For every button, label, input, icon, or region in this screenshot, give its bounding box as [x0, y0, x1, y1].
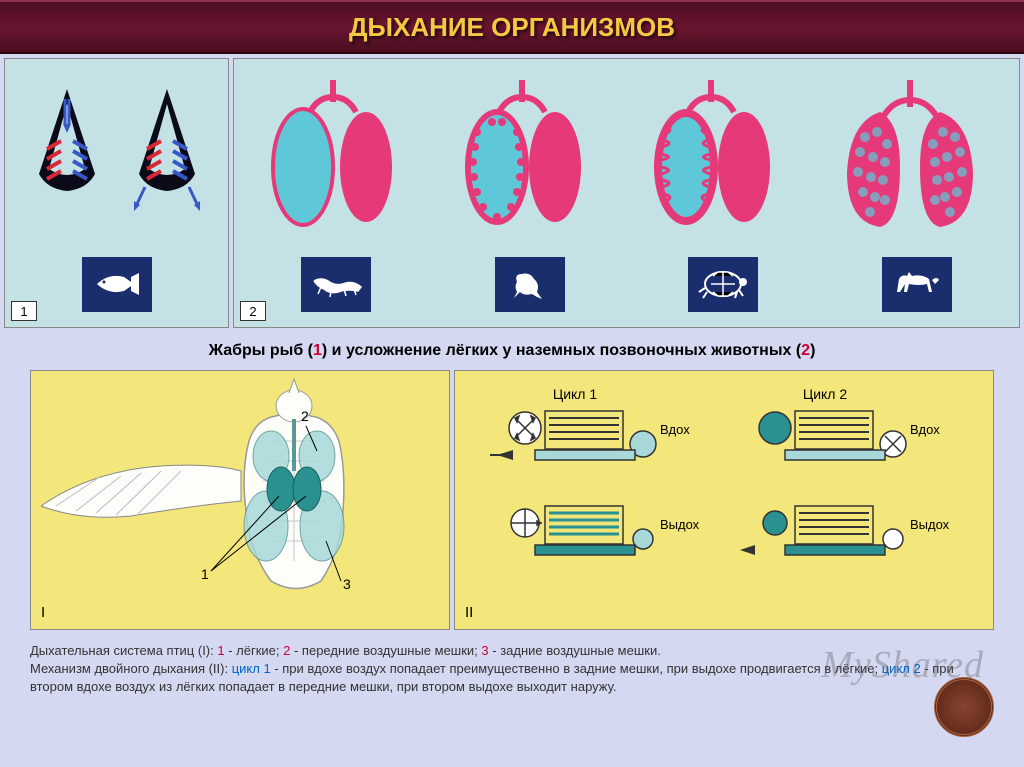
- d1d: - задние воздушные мешки.: [492, 643, 661, 658]
- sub-r2: 2: [801, 342, 810, 359]
- svg-text:Цикл 1: Цикл 1: [553, 386, 598, 402]
- d1b: - лёгкие;: [228, 643, 283, 658]
- svg-text:Выдох: Выдох: [660, 517, 700, 532]
- cycles-svg: Цикл 1 Вдох Выдох: [455, 371, 975, 621]
- fish-gills-svg: [12, 69, 222, 249]
- animal-icons-row: [234, 249, 1019, 319]
- lungs-salamander: [258, 72, 408, 247]
- breathing-cycles-panel: Цикл 1 Вдох Выдох: [454, 370, 994, 630]
- fish-icon: [82, 257, 152, 312]
- dn3: 3: [481, 643, 488, 658]
- top-diagram-row: 1: [0, 54, 1024, 332]
- bird-anatomy-panel: 1 2 3 I: [30, 370, 450, 630]
- lungs-mammal: [825, 72, 995, 247]
- d1c: - передние воздушные мешки;: [294, 643, 481, 658]
- turtle-icon: [688, 257, 758, 312]
- lungs-turtle: [636, 72, 786, 247]
- svg-text:Цикл 2: Цикл 2: [803, 386, 848, 402]
- bird-svg: 1 2 3: [31, 371, 451, 621]
- panel-fish-gills: 1: [4, 58, 229, 328]
- sub-p2: ) и усложнение лёгких у наземных позвоно…: [322, 342, 801, 359]
- d1a: Дыхательная система птиц (I):: [30, 643, 217, 658]
- svg-text:Выдох: Выдох: [910, 517, 950, 532]
- bird-breathing-section: 1 2 3 I Цикл 1 Вдох: [0, 370, 1024, 630]
- bird-label-2: 2: [301, 408, 309, 424]
- lungs-diagrams: [234, 59, 1019, 249]
- bird-label-1: 1: [201, 566, 209, 582]
- roman-2: II: [465, 604, 473, 621]
- svg-text:Вдох: Вдох: [910, 422, 940, 437]
- d2b: - при вдохе воздух попадает преимуществе…: [274, 661, 881, 676]
- dn2: 2: [283, 643, 290, 658]
- svg-text:Вдох: Вдох: [660, 422, 690, 437]
- sub-p3: ): [810, 342, 815, 359]
- bird-label-3: 3: [343, 576, 351, 592]
- fish-heads: [5, 59, 228, 249]
- dn1: 1: [217, 643, 224, 658]
- salamander-icon: [301, 257, 371, 312]
- dog-icon: [882, 257, 952, 312]
- frog-icon: [495, 257, 565, 312]
- d2a: Механизм двойного дыхания (II):: [30, 661, 232, 676]
- sub-r1: 1: [313, 342, 322, 359]
- dc1: цикл 1: [232, 661, 271, 676]
- subtitle-text: Жабры рыб (1) и усложнение лёгких у назе…: [0, 332, 1024, 370]
- fish-icon-row: [5, 249, 228, 319]
- page-title: ДЫХАНИЕ ОРГАНИЗМОВ: [349, 12, 675, 43]
- seal-icon: [934, 677, 994, 737]
- roman-1: I: [41, 604, 45, 621]
- panel-lung-evolution: 2: [233, 58, 1020, 328]
- panel-1-label: 1: [11, 301, 37, 321]
- header-bar: ДЫХАНИЕ ОРГАНИЗМОВ: [0, 0, 1024, 54]
- panel-2-label: 2: [240, 301, 266, 321]
- sub-p1: Жабры рыб (: [209, 342, 313, 359]
- lungs-frog: [447, 72, 597, 247]
